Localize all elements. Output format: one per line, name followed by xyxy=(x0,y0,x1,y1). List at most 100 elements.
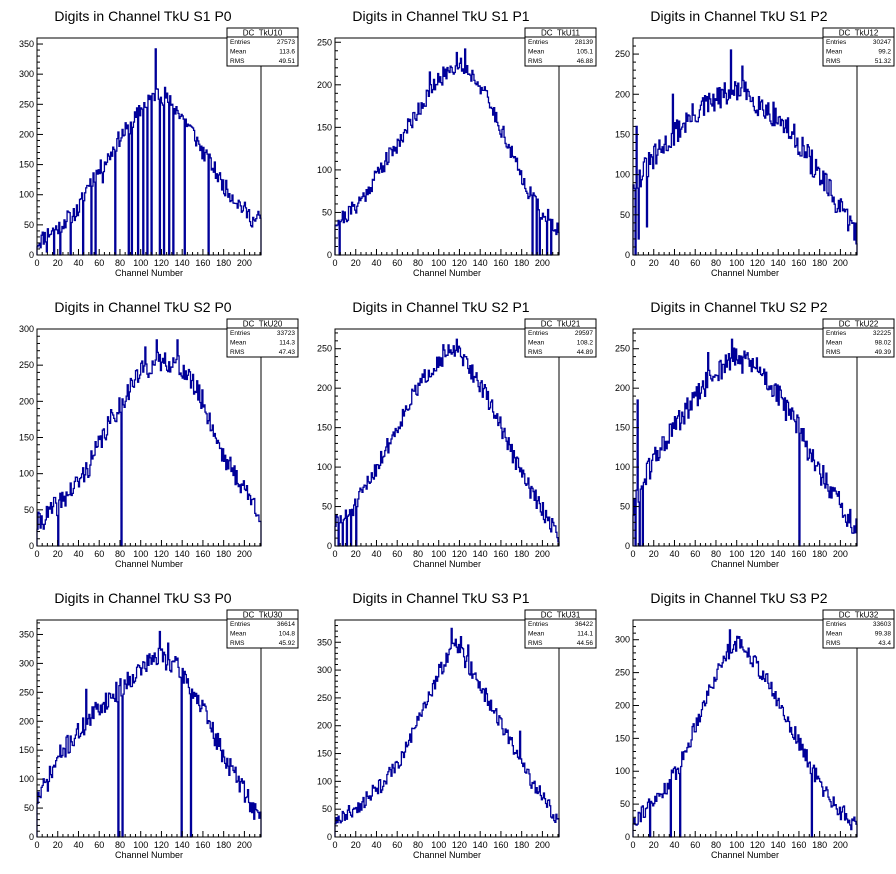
x-tick-label: 160 xyxy=(493,840,508,850)
chart-title: Digits in Channel TkU S2 P2 xyxy=(650,299,827,315)
y-tick-label: 150 xyxy=(19,160,34,170)
stats-name: DC_TkU32 xyxy=(839,611,879,620)
x-axis-label: Channel Number xyxy=(413,268,481,278)
histogram-panel: Digits in Channel TkU S2 P1 0 20 40 60 80 100 1… xyxy=(298,291,597,582)
stats-label: Entries xyxy=(528,39,549,46)
x-tick-label: 60 xyxy=(94,258,104,268)
y-tick-label: 300 xyxy=(317,665,332,675)
x-axis-label: Channel Number xyxy=(115,559,183,569)
stats-name: DC_TkU10 xyxy=(243,29,283,38)
stats-name: DC_TkU30 xyxy=(243,611,283,620)
stats-value: 36422 xyxy=(575,621,593,628)
histogram-line xyxy=(632,338,858,547)
stats-value: 46.88 xyxy=(577,58,594,65)
y-tick-label: 200 xyxy=(19,129,34,139)
x-tick-label: 60 xyxy=(94,840,104,850)
x-tick-label: 140 xyxy=(175,840,190,850)
x-axis-label: Channel Number xyxy=(711,268,779,278)
histogram-chart: Digits in Channel TkU S1 P0 0 20 40 60 80 100 1… xyxy=(19,8,299,278)
x-tick-label: 100 xyxy=(729,258,744,268)
stats-value: 114.1 xyxy=(577,631,593,638)
y-tick-label: 250 xyxy=(615,344,630,354)
x-tick-label: 40 xyxy=(73,258,83,268)
plot-frame xyxy=(36,328,262,547)
y-tick-label: 50 xyxy=(322,804,332,814)
x-tick-label: 140 xyxy=(771,258,786,268)
x-tick-label: 60 xyxy=(392,258,402,268)
x-tick-label: 180 xyxy=(514,549,529,559)
y-tick-label: 100 xyxy=(19,774,34,784)
histogram-chart: Digits in Channel TkU S3 P0 0 20 40 60 80 100 1… xyxy=(19,590,299,860)
stats-label: RMS xyxy=(528,640,543,647)
x-tick-label: 0 xyxy=(34,840,39,850)
x-tick-label: 180 xyxy=(514,258,529,268)
stats-label: RMS xyxy=(826,349,841,356)
plot-frame xyxy=(334,619,560,838)
x-tick-label: 100 xyxy=(133,258,148,268)
histogram-line xyxy=(632,629,858,838)
stats-label: Mean xyxy=(826,49,843,56)
y-tick-label: 0 xyxy=(327,250,332,260)
stats-label: Mean xyxy=(826,631,843,638)
y-tick-label: 50 xyxy=(322,207,332,217)
y-tick-label: 100 xyxy=(19,469,34,479)
stats-label: RMS xyxy=(528,349,543,356)
stats-name: DC_TkU12 xyxy=(839,29,879,38)
x-tick-label: 0 xyxy=(630,840,635,850)
x-tick-label: 180 xyxy=(216,840,231,850)
y-tick-label: 250 xyxy=(317,37,332,47)
stats-value: 104.8 xyxy=(279,631,296,638)
x-tick-label: 80 xyxy=(115,840,125,850)
stats-value: 108.2 xyxy=(577,340,594,347)
x-tick-label: 100 xyxy=(729,549,744,559)
x-tick-label: 20 xyxy=(53,840,63,850)
x-tick-label: 0 xyxy=(332,258,337,268)
y-tick-label: 350 xyxy=(19,39,34,49)
x-tick-label: 80 xyxy=(711,840,721,850)
x-tick-label: 140 xyxy=(175,549,190,559)
histogram-chart: Digits in Channel TkU S2 P1 0 20 40 60 80 100 1… xyxy=(317,299,597,569)
x-tick-label: 20 xyxy=(649,258,659,268)
x-tick-label: 140 xyxy=(771,840,786,850)
y-tick-label: 150 xyxy=(317,423,332,433)
x-tick-label: 60 xyxy=(392,840,402,850)
y-tick-label: 150 xyxy=(19,433,34,443)
x-tick-label: 20 xyxy=(649,549,659,559)
x-tick-label: 200 xyxy=(833,840,848,850)
x-tick-label: 60 xyxy=(690,840,700,850)
x-tick-label: 200 xyxy=(237,258,252,268)
x-tick-label: 120 xyxy=(154,258,169,268)
x-tick-label: 160 xyxy=(195,840,210,850)
stats-label: RMS xyxy=(528,58,543,65)
y-tick-label: 300 xyxy=(19,324,34,334)
stats-label: Mean xyxy=(230,340,247,347)
chart-title: Digits in Channel TkU S2 P1 xyxy=(352,299,529,315)
x-tick-label: 120 xyxy=(452,549,467,559)
x-tick-label: 160 xyxy=(791,549,806,559)
x-tick-label: 80 xyxy=(115,549,125,559)
stats-label: Entries xyxy=(826,621,847,628)
x-tick-label: 80 xyxy=(711,549,721,559)
stats-value: 49.51 xyxy=(279,58,296,65)
x-tick-label: 20 xyxy=(53,549,63,559)
histogram-line xyxy=(36,339,262,547)
plot-frame xyxy=(334,328,560,547)
x-tick-label: 160 xyxy=(493,549,508,559)
x-tick-label: 160 xyxy=(493,258,508,268)
x-tick-label: 0 xyxy=(34,549,39,559)
x-tick-label: 0 xyxy=(34,258,39,268)
y-tick-label: 350 xyxy=(19,629,34,639)
x-tick-label: 180 xyxy=(216,258,231,268)
y-tick-label: 250 xyxy=(615,49,630,59)
x-tick-label: 140 xyxy=(473,549,488,559)
plot-frame xyxy=(632,328,858,547)
stats-name: DC_TkU31 xyxy=(541,611,581,620)
x-tick-label: 60 xyxy=(392,549,402,559)
stats-value: 29597 xyxy=(575,330,593,337)
y-tick-label: 200 xyxy=(615,89,630,99)
stats-label: Entries xyxy=(230,330,251,337)
y-tick-label: 250 xyxy=(19,360,34,370)
y-tick-label: 150 xyxy=(615,423,630,433)
